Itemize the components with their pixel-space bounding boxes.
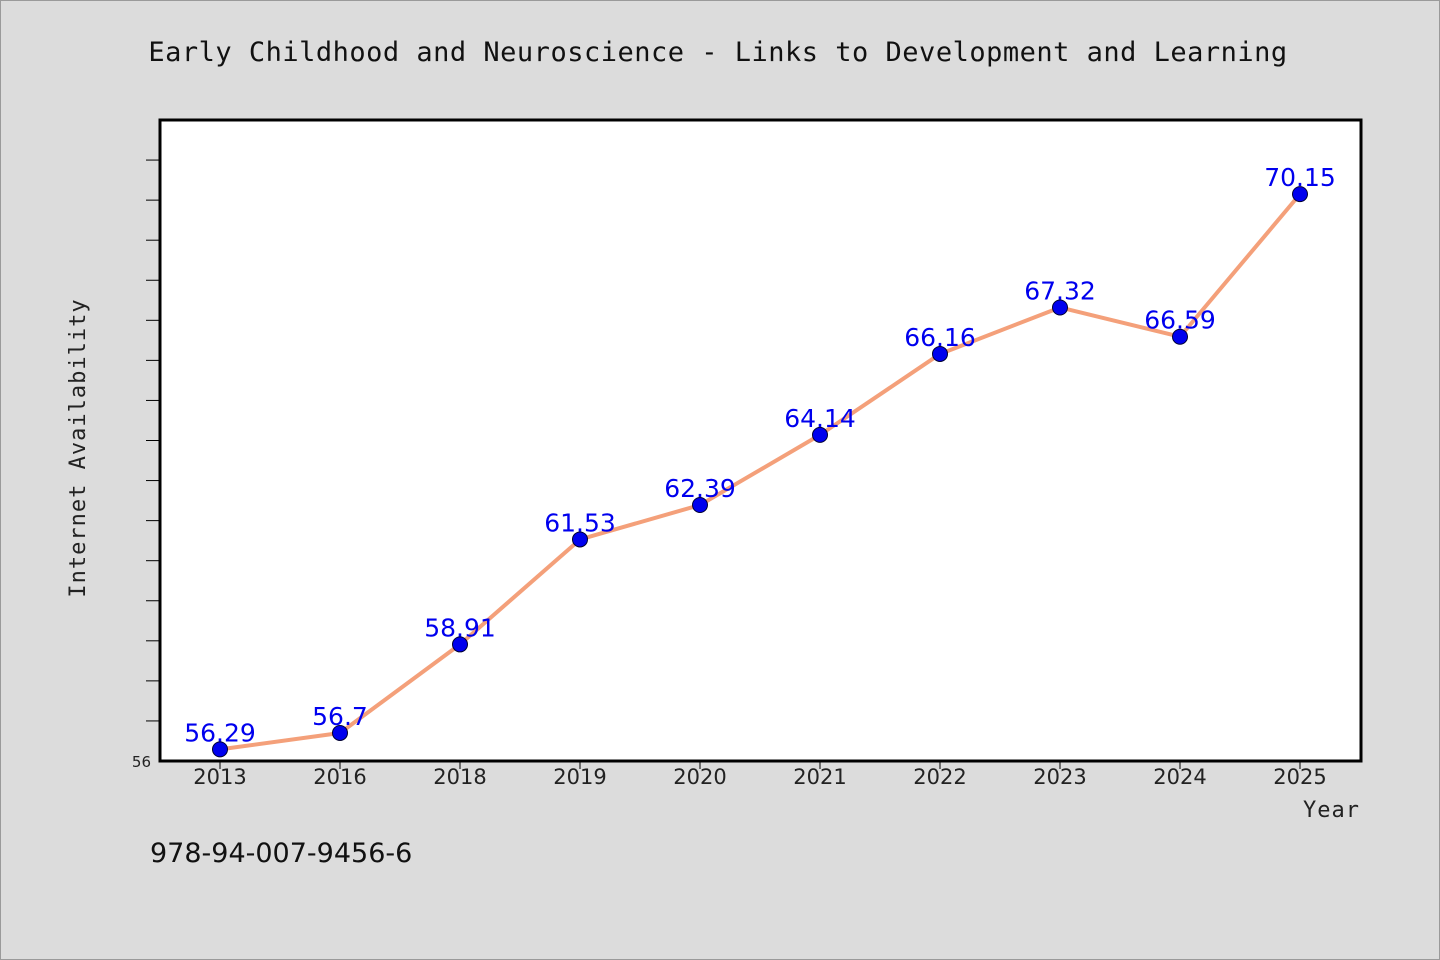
data-point <box>1052 299 1068 316</box>
data-label: 67.32 <box>1024 276 1096 305</box>
data-point <box>1292 186 1308 203</box>
isbn-text: 978-94-007-9456-6 <box>150 838 412 869</box>
y-axis-min-label: 56 <box>132 753 151 771</box>
data-label: 70.15 <box>1264 163 1336 192</box>
chart-title: Early Childhood and Neuroscience - Links… <box>148 37 1287 68</box>
x-tick-label: 2018 <box>433 765 486 789</box>
plot-area <box>158 118 1363 763</box>
x-axis-tick-labels: 2013 2016 2018 2019 2020 2021 2022 2023 2024 2025 <box>193 765 1326 789</box>
data-point <box>452 636 468 653</box>
data-point <box>812 426 828 443</box>
data-label: 56.7 <box>312 702 368 731</box>
series-line <box>218 192 1302 752</box>
x-tick-label: 2021 <box>793 765 846 789</box>
data-point <box>572 531 588 548</box>
data-label: 61.53 <box>544 508 616 537</box>
series-layer: 56.29 56.7 58.91 61.53 62.39 64.14 66.16 67.32 6… <box>184 163 1336 758</box>
x-tick-label: 2019 <box>553 765 606 789</box>
x-axis-ticks <box>219 762 1301 769</box>
data-point <box>932 345 948 362</box>
data-point <box>332 724 348 741</box>
x-tick-label: 2013 <box>193 765 246 789</box>
data-label: 66.16 <box>904 323 976 352</box>
data-label: 66.59 <box>1144 306 1216 335</box>
data-label: 62.39 <box>664 474 736 503</box>
x-tick-label: 2016 <box>313 765 366 789</box>
y-axis-label: Internet Availability <box>66 298 91 597</box>
data-label: 56.29 <box>184 718 256 747</box>
y-axis-ticks <box>146 159 159 722</box>
data-point <box>692 497 708 514</box>
data-label: 58.91 <box>424 613 496 642</box>
x-tick-label: 2022 <box>913 765 966 789</box>
data-point <box>1172 328 1188 345</box>
x-tick-label: 2024 <box>1153 765 1206 789</box>
x-tick-label: 2025 <box>1273 765 1326 789</box>
data-point <box>212 741 228 758</box>
x-tick-label: 2020 <box>673 765 726 789</box>
x-axis-label: Year <box>1303 798 1360 823</box>
data-label: 64.14 <box>784 404 856 433</box>
x-tick-label: 2023 <box>1033 765 1086 789</box>
